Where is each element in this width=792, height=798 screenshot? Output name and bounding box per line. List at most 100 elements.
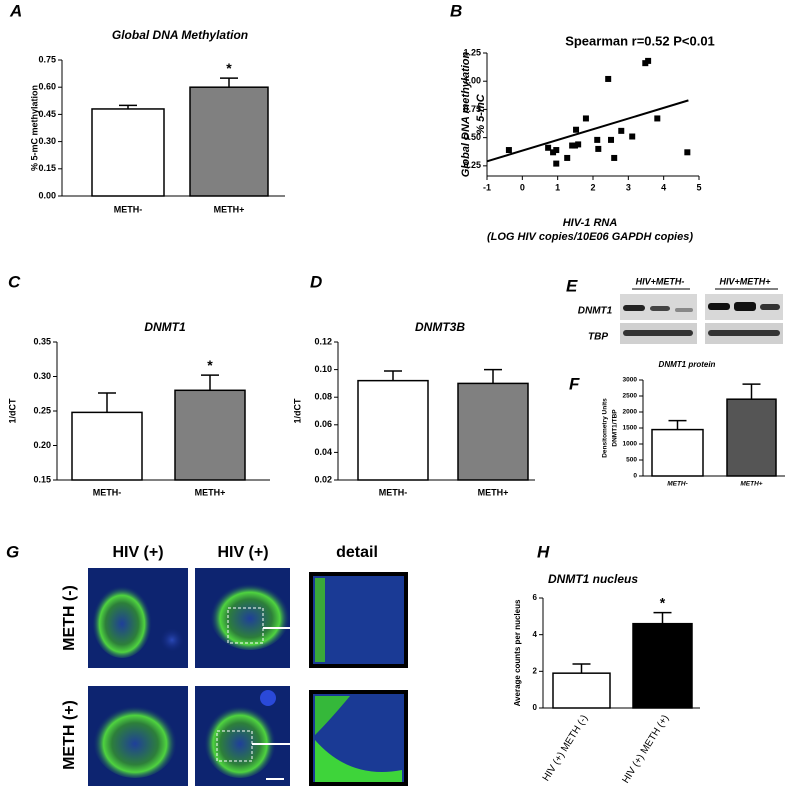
point xyxy=(611,154,618,161)
bar xyxy=(174,389,246,481)
bar xyxy=(651,428,704,477)
y-tick-label: 0.45 xyxy=(38,109,56,119)
y-tick-label: 0.06 xyxy=(314,419,332,429)
group-label: HIV+METH+ xyxy=(719,276,771,286)
microscopy: G HIV (+) HIV (+) detail METH (-) METH (… xyxy=(6,542,408,786)
y-tick-label: 0.75 xyxy=(463,104,481,114)
chart-title: DNMT1 protein xyxy=(659,360,716,369)
y-tick-label: 1000 xyxy=(623,441,638,448)
y-tick-label: 0 xyxy=(533,703,538,712)
x-tick-label: 0 xyxy=(520,182,525,192)
x-tick-label: HIV (+) METH (-) xyxy=(541,713,591,783)
y-axis-label: 1/dCT xyxy=(292,398,302,424)
x-tick-label: METH- xyxy=(93,487,122,497)
significance-mark: * xyxy=(226,60,232,76)
y-axis-label: % 5-mC xyxy=(475,93,487,134)
y-tick-label: 0.50 xyxy=(463,132,481,142)
band xyxy=(623,330,693,336)
fit-line xyxy=(486,99,689,163)
band xyxy=(675,308,693,312)
y-axis-label: Global DNA methylation xyxy=(460,51,472,177)
y-axis-label: Densitometry Units xyxy=(602,398,609,458)
detail-box xyxy=(216,730,253,762)
detail-signal xyxy=(315,578,325,662)
y-tick-label: 2500 xyxy=(623,393,638,400)
y-axis-label: DNMT1/TBP xyxy=(612,409,619,447)
band xyxy=(650,306,670,311)
x-tick-label: 2 xyxy=(590,182,595,192)
row-label: METH (+) xyxy=(61,700,78,770)
point xyxy=(608,136,615,143)
cell xyxy=(210,580,290,650)
point xyxy=(550,149,557,156)
y-axis-label: 1/dCT xyxy=(7,398,17,424)
x-tick-label: METH- xyxy=(667,481,688,488)
band xyxy=(734,302,756,311)
y-tick-label: 0.15 xyxy=(38,163,56,173)
cell xyxy=(204,702,276,778)
point xyxy=(545,144,552,151)
y-axis-label: Average counts per nucleus xyxy=(513,599,522,706)
y-tick-label: 0.08 xyxy=(314,392,332,402)
point xyxy=(553,160,560,167)
x-tick-label: METH- xyxy=(114,204,143,214)
significance-mark: * xyxy=(207,357,213,373)
y-tick-label: 6 xyxy=(533,593,538,602)
panel-letter: B xyxy=(450,1,462,20)
point xyxy=(573,126,580,133)
detail-signal xyxy=(315,696,350,735)
detail-image xyxy=(309,572,408,668)
y-tick-label: 1.00 xyxy=(463,76,481,86)
detail-signal xyxy=(315,740,402,782)
y-tick-label: 1500 xyxy=(623,425,638,432)
x-tick-label: METH+ xyxy=(195,487,226,497)
chart-title: Spearman r=0.52 P<0.01 xyxy=(565,33,715,48)
point xyxy=(553,147,560,154)
y-tick-label: 0.20 xyxy=(33,440,51,450)
y-tick-label: 500 xyxy=(626,457,637,464)
detail-box xyxy=(227,607,264,644)
band xyxy=(708,330,780,336)
band xyxy=(708,303,730,310)
y-tick-label: 3000 xyxy=(623,377,638,384)
point xyxy=(645,57,652,64)
y-tick-label: 0.12 xyxy=(314,336,332,346)
x-tick-label: 5 xyxy=(696,182,701,192)
y-tick-label: 0 xyxy=(633,473,637,480)
panel-letter: H xyxy=(537,542,550,561)
x-tick-label: METH+ xyxy=(478,487,509,497)
bar xyxy=(726,398,777,477)
point xyxy=(605,75,612,82)
y-tick-label: 0.30 xyxy=(38,136,56,146)
cell xyxy=(93,702,177,778)
bar xyxy=(552,672,611,709)
column-label: HIV (+) xyxy=(217,544,268,561)
point xyxy=(629,133,636,140)
column-label: detail xyxy=(336,544,378,561)
x-tick-label: 1 xyxy=(555,182,560,192)
x-tick-label: -1 xyxy=(483,182,491,192)
bar xyxy=(632,622,693,709)
y-tick-label: 0.00 xyxy=(38,190,56,200)
point xyxy=(594,136,601,143)
y-tick-label: 0.15 xyxy=(33,474,51,484)
x-tick-label: METH- xyxy=(379,487,408,497)
x-tick-label: METH+ xyxy=(740,481,762,488)
panel-letter: G xyxy=(6,542,19,561)
y-axis-label: % 5-mC methylation xyxy=(29,85,39,171)
row-label: TBP xyxy=(588,332,608,343)
x-tick-label: 3 xyxy=(626,182,631,192)
band xyxy=(623,305,645,311)
bar xyxy=(357,379,429,481)
point xyxy=(575,141,582,148)
bar xyxy=(457,382,529,481)
y-tick-label: 0.04 xyxy=(314,447,332,457)
panel-letter: D xyxy=(310,272,322,291)
western-blot: E HIV+METH- HIV+METH+ DNMT1 TBP xyxy=(566,276,783,344)
y-tick-label: 0.25 xyxy=(33,405,51,415)
panel-letter: E xyxy=(566,276,578,295)
bar xyxy=(189,86,269,197)
point xyxy=(582,115,589,122)
cell xyxy=(92,582,152,658)
